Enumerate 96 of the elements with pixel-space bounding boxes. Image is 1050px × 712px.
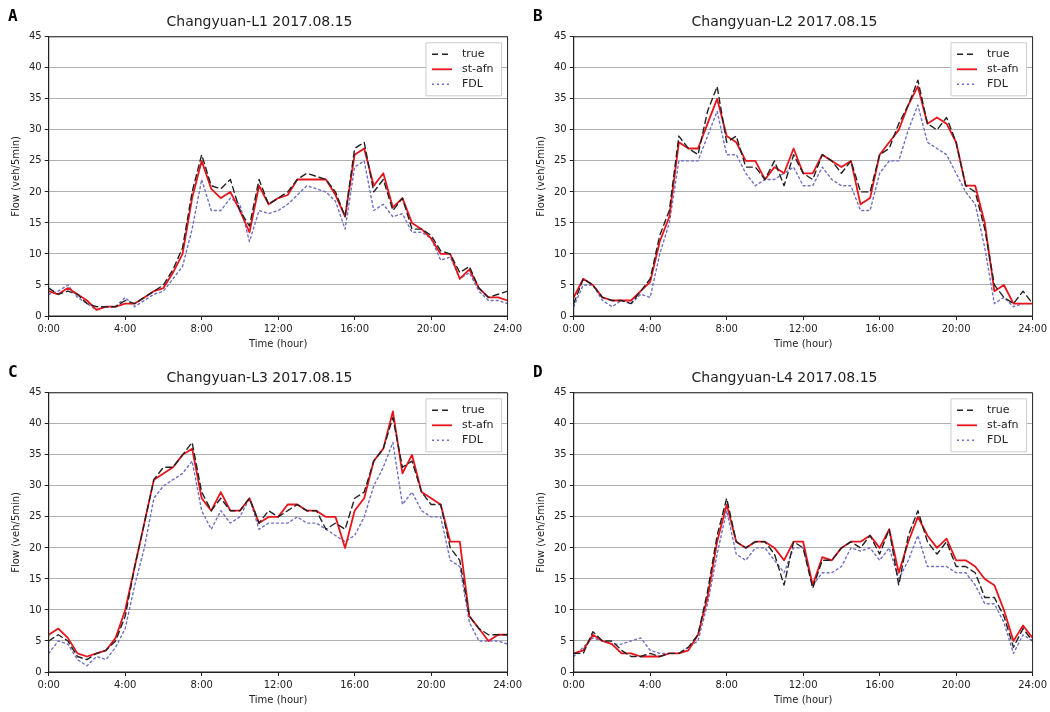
y-tick-label: 15 [553,572,567,584]
x-tick-label: 0:00 [562,322,585,334]
x-tick-label: 8:00 [715,322,738,334]
chart-title: Changyuan-L2 2017.08.15 [691,13,878,30]
legend-label: st-afn [461,62,494,76]
y-axis-title: Flow (veh/5min) [9,491,21,573]
y-tick-label: 40 [28,417,42,429]
x-tick-label: 0:00 [37,322,60,334]
x-tick-label: 12:00 [263,322,293,334]
x-tick-label: 24:00 [493,322,522,334]
x-tick-label: 8:00 [715,678,738,690]
x-tick-label: 24:00 [1018,678,1047,690]
x-tick-label: 4:00 [638,322,662,334]
legend-label: FDL [986,77,1009,91]
y-tick-label: 15 [553,216,567,228]
text: C [8,362,18,381]
x-axis-title: Time (hour) [247,337,308,349]
legend-label: true [461,403,485,417]
x-tick-label: 8:00 [190,322,213,334]
x-tick-label: 12:00 [263,678,293,690]
legend-label: st-afn [986,418,1019,432]
y-tick-label: 30 [553,123,567,135]
y-tick-label: 0 [35,665,42,677]
y-tick-label: 0 [560,309,567,321]
y-tick-label: 35 [553,448,567,460]
legend-label: true [461,47,485,61]
x-tick-label: 24:00 [1018,322,1047,334]
text: D [533,362,543,381]
y-tick-label: 45 [28,30,42,42]
y-tick-label: 30 [28,479,42,491]
y-tick-label: 20 [28,541,42,553]
legend-label: st-afn [986,62,1019,76]
y-tick-label: 10 [553,247,567,259]
legend-label: true [986,403,1010,417]
y-tick-label: 10 [553,603,567,615]
y-tick-label: 30 [553,479,567,491]
y-tick-label: 25 [553,510,567,522]
x-tick-label: 20:00 [416,678,446,690]
y-tick-label: 35 [28,448,42,460]
y-tick-label: 20 [553,185,567,197]
y-tick-label: 10 [28,603,42,615]
x-tick-label: 0:00 [562,678,585,690]
y-tick-label: 30 [28,123,42,135]
y-tick-label: 45 [28,386,42,398]
y-axis-title: Flow (veh/5min) [534,491,546,573]
y-tick-label: 15 [28,216,42,228]
chart-title: Changyuan-L1 2017.08.15 [166,13,353,30]
x-axis-title: Time (hour) [772,693,833,705]
x-tick-label: 12:00 [788,322,818,334]
y-tick-label: 20 [553,541,567,553]
y-tick-label: 25 [553,154,567,166]
y-tick-label: 45 [553,30,567,42]
x-tick-label: 8:00 [190,678,213,690]
x-tick-label: 16:00 [340,322,370,334]
y-tick-label: 5 [35,278,42,290]
y-tick-label: 35 [28,92,42,104]
y-tick-label: 20 [28,185,42,197]
x-tick-label: 20:00 [941,322,971,334]
chart-title: Changyuan-L4 2017.08.15 [691,369,878,386]
y-tick-label: 35 [553,92,567,104]
x-tick-label: 4:00 [113,678,137,690]
legend-label: FDL [461,433,484,447]
y-tick-label: 10 [28,247,42,259]
x-tick-label: 16:00 [865,322,895,334]
x-tick-label: 4:00 [113,322,137,334]
y-tick-label: 5 [560,278,567,290]
legend-label: FDL [986,433,1009,447]
y-tick-label: 0 [35,309,42,321]
x-tick-label: 24:00 [493,678,522,690]
y-tick-label: 15 [28,572,42,584]
y-tick-label: 45 [553,386,567,398]
x-tick-label: 4:00 [638,678,662,690]
y-axis-title: Flow (veh/5min) [534,135,546,217]
y-tick-label: 40 [553,61,567,73]
x-tick-label: 16:00 [865,678,895,690]
y-tick-label: 0 [560,665,567,677]
x-tick-label: 0:00 [37,678,60,690]
y-tick-label: 5 [35,634,42,646]
legend-label: true [986,47,1010,61]
y-tick-label: 40 [553,417,567,429]
x-tick-label: 20:00 [416,322,446,334]
x-tick-label: 16:00 [340,678,370,690]
text: B [533,6,543,25]
y-tick-label: 25 [28,154,42,166]
legend-label: FDL [461,77,484,91]
y-tick-label: 5 [560,634,567,646]
x-tick-label: 12:00 [788,678,818,690]
y-tick-label: 40 [28,61,42,73]
x-axis-title: Time (hour) [772,337,833,349]
y-axis-title: Flow (veh/5min) [9,135,21,217]
text: A [8,6,18,25]
legend-label: st-afn [461,418,494,432]
x-axis-title: Time (hour) [247,693,308,705]
chart-title: Changyuan-L3 2017.08.15 [166,369,353,386]
y-tick-label: 25 [28,510,42,522]
x-tick-label: 20:00 [941,678,971,690]
